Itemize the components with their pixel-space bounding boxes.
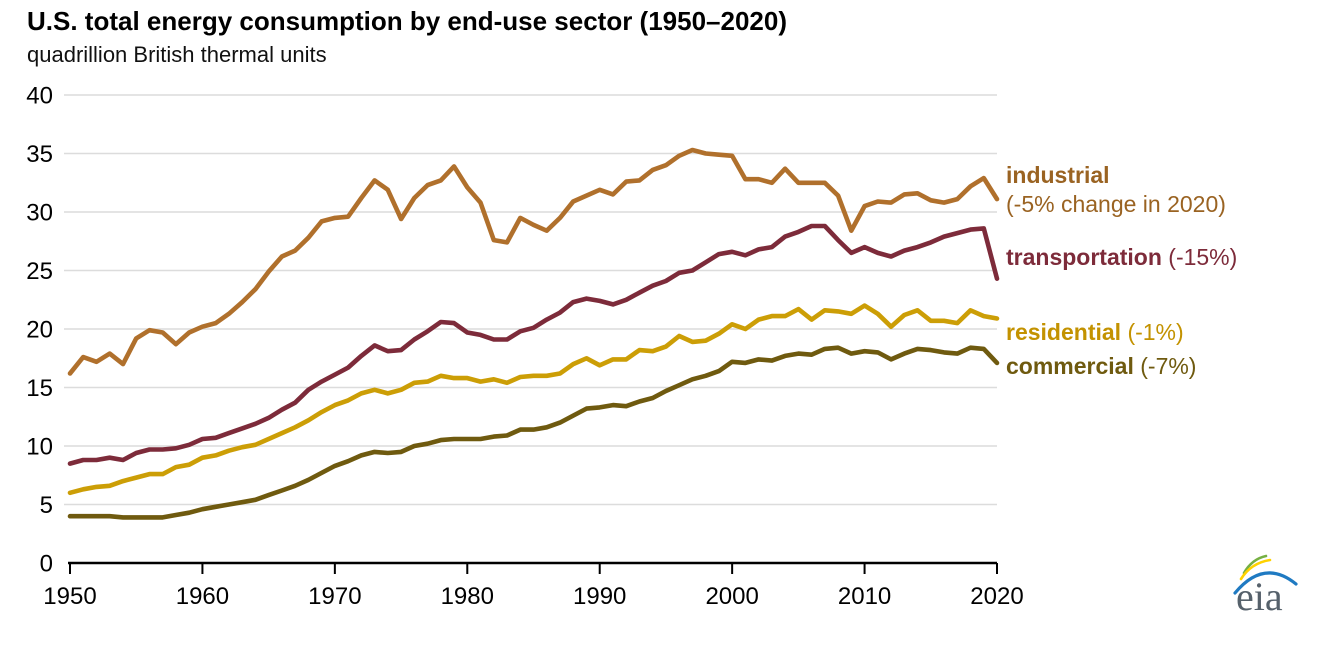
- page-title: U.S. total energy consumption by end-use…: [27, 6, 788, 36]
- y-tick-label-10: 10: [26, 434, 53, 461]
- x-tick-label-1970: 1970: [308, 583, 361, 610]
- y-tick-label-15: 15: [26, 375, 53, 402]
- y-tick-label-5: 5: [40, 492, 53, 519]
- legend-industrial: industrial (-5% change in 2020): [1006, 161, 1226, 219]
- industrial-line: [67, 147, 1000, 376]
- legend-residential: residential (-1%): [1006, 318, 1184, 347]
- legend-commercial-label: commercial: [1006, 353, 1134, 379]
- x-tick-label-2010: 2010: [838, 583, 891, 610]
- y-tick-label-0: 0: [40, 551, 53, 578]
- legend-commercial-annotation: (-7%): [1140, 353, 1197, 379]
- x-tick-label-2000: 2000: [705, 583, 758, 610]
- chart-units-subtitle: quadrillion British thermal units: [27, 42, 327, 67]
- residential-line: [67, 303, 1000, 496]
- y-tick-label-40: 40: [26, 83, 53, 110]
- legend-transportation-label: transportation: [1006, 244, 1162, 270]
- legend-industrial-annotation: (-5% change in 2020): [1006, 191, 1226, 217]
- eia-logo-swoosh: [1233, 571, 1298, 595]
- eia-logo-leaf-green: [1242, 554, 1268, 575]
- legend-transportation: transportation (-15%): [1006, 243, 1237, 272]
- y-tick-label-25: 25: [26, 258, 53, 285]
- eia-logo: eia: [1233, 554, 1298, 619]
- legend-industrial-label: industrial: [1006, 162, 1110, 188]
- transportation-line: [67, 223, 1000, 466]
- x-tick-label-1980: 1980: [441, 583, 494, 610]
- x-tick-label-2020: 2020: [970, 583, 1023, 610]
- x-tick-label-1960: 1960: [176, 583, 229, 610]
- y-tick-label-35: 35: [26, 141, 53, 168]
- legend-residential-annotation: (-1%): [1127, 319, 1184, 345]
- x-tick-label-1950: 1950: [43, 583, 96, 610]
- y-tick-label-30: 30: [26, 200, 53, 227]
- eia-logo-text: eia: [1236, 574, 1283, 619]
- legend-transportation-annotation: (-15%): [1168, 244, 1238, 270]
- legend-residential-label: residential: [1006, 319, 1122, 345]
- commercial-line: [67, 345, 1000, 520]
- y-tick-label-20: 20: [26, 317, 53, 344]
- legend-commercial: commercial (-7%): [1006, 352, 1196, 381]
- eia-logo-leaf-yellow: [1239, 558, 1272, 581]
- x-tick-label-1990: 1990: [573, 583, 626, 610]
